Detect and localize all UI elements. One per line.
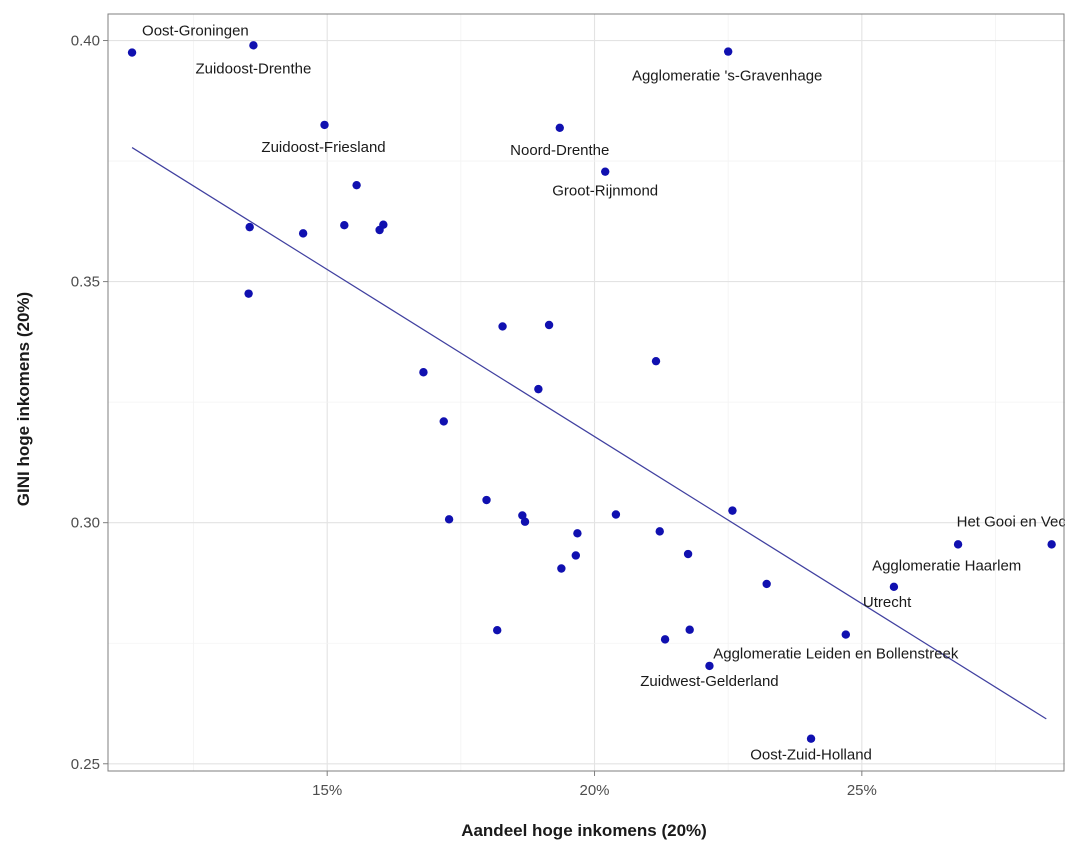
point-label: Agglomeratie Haarlem <box>872 557 1021 574</box>
point-labels: Oost-Groningen Zuidoost-Drenthe Agglomerat… <box>142 23 1065 764</box>
point-label: Zuidwest-Gelderland <box>640 673 778 690</box>
x-axis-title: Aandeel hoge inkomens (20%) <box>461 821 707 840</box>
data-point <box>245 222 254 232</box>
point-label: Oost-Groningen <box>142 23 249 40</box>
point-label: Utrecht <box>863 594 912 611</box>
point-label: Groot-Rijnmond <box>552 183 658 200</box>
point-label: Oost-Zuid-Holland <box>750 747 872 764</box>
y-tick-label: 0.35 <box>71 274 100 291</box>
data-point <box>660 635 670 644</box>
data-point <box>655 527 664 536</box>
data-point <box>601 167 610 176</box>
y-tick-label: 0.40 <box>71 33 100 50</box>
data-point <box>249 41 258 50</box>
data-point <box>493 626 502 635</box>
point-label: Agglomeratie 's-Gravenhage <box>632 68 822 85</box>
data-point <box>651 356 661 366</box>
data-point <box>482 495 491 505</box>
data-point <box>806 734 816 743</box>
data-point <box>889 582 899 592</box>
x-tick-label: 15% <box>312 782 342 799</box>
data-point <box>557 564 566 573</box>
data-point <box>544 320 554 330</box>
point-label: Agglomeratie Leiden en Bollenstreek <box>713 646 959 663</box>
data-point <box>841 630 850 639</box>
data-point <box>683 549 693 559</box>
point-label: Noord-Drenthe <box>510 142 609 159</box>
y-tick-label: 0.30 <box>71 515 100 532</box>
data-point <box>439 417 448 426</box>
data-point <box>520 517 530 526</box>
axis-ticks: 15% 20% 25% 0.25 0.30 0.35 0.40 <box>71 33 877 799</box>
point-label: Zuidoost-Friesland <box>261 139 385 156</box>
trendline <box>131 147 1047 720</box>
data-point <box>127 48 137 57</box>
data-point <box>571 551 581 560</box>
data-point <box>518 511 527 520</box>
point-label: Het Gooi en Vecht <box>957 513 1065 530</box>
data-point <box>685 625 694 634</box>
data-point <box>352 180 361 190</box>
data-point <box>340 220 349 230</box>
x-tick-label: 25% <box>847 782 877 799</box>
data-point <box>762 579 771 589</box>
data-point <box>723 47 733 56</box>
y-axis-title: GINI hoge inkomens (20%) <box>14 292 33 506</box>
data-point <box>953 540 963 549</box>
data-point <box>298 229 308 238</box>
point-label: Zuidoost-Drenthe <box>195 60 311 77</box>
plot-panel-border <box>107 13 1065 772</box>
data-point <box>611 510 621 519</box>
data-point <box>1047 540 1056 549</box>
data-point <box>498 322 507 331</box>
trendline-layer <box>131 147 1047 720</box>
grid-lines <box>108 14 1065 771</box>
data-point <box>419 368 428 377</box>
data-point <box>444 515 454 524</box>
data-point <box>705 661 714 671</box>
y-tick-label: 0.25 <box>71 756 100 773</box>
data-point <box>555 123 564 132</box>
data-point <box>573 529 582 538</box>
data-point <box>728 506 737 515</box>
x-tick-label: 20% <box>580 782 610 799</box>
data-point <box>379 220 388 229</box>
data-point <box>534 384 543 394</box>
data-points <box>127 41 1056 743</box>
data-point <box>320 120 329 130</box>
data-point <box>244 289 253 298</box>
